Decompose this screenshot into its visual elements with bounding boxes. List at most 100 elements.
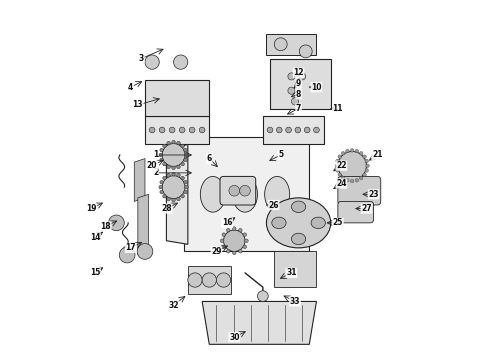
Circle shape	[189, 127, 195, 133]
Circle shape	[229, 185, 240, 196]
Polygon shape	[138, 194, 148, 255]
Circle shape	[177, 197, 180, 201]
Text: 21: 21	[372, 150, 382, 159]
Circle shape	[304, 127, 310, 133]
Circle shape	[243, 233, 246, 237]
Circle shape	[184, 148, 187, 152]
Circle shape	[163, 194, 166, 198]
Circle shape	[350, 179, 354, 183]
Text: 5: 5	[278, 150, 283, 159]
Text: 22: 22	[336, 161, 347, 170]
Text: 29: 29	[211, 247, 221, 256]
Circle shape	[159, 127, 165, 133]
Ellipse shape	[292, 201, 306, 212]
Circle shape	[232, 227, 236, 230]
Circle shape	[177, 141, 180, 145]
Text: 17: 17	[125, 243, 136, 252]
Polygon shape	[145, 80, 209, 116]
Polygon shape	[202, 301, 317, 344]
Circle shape	[181, 176, 184, 180]
Circle shape	[288, 87, 295, 94]
Circle shape	[160, 180, 164, 184]
Circle shape	[298, 73, 306, 80]
Polygon shape	[263, 116, 323, 144]
Circle shape	[338, 173, 342, 176]
Circle shape	[342, 176, 345, 180]
Circle shape	[188, 273, 202, 287]
Ellipse shape	[292, 233, 306, 245]
Text: 9: 9	[296, 79, 301, 88]
Circle shape	[149, 127, 155, 133]
Circle shape	[172, 166, 175, 170]
Circle shape	[181, 162, 184, 166]
Circle shape	[223, 230, 245, 251]
Polygon shape	[145, 116, 209, 144]
Ellipse shape	[272, 217, 286, 229]
Circle shape	[355, 179, 359, 182]
Circle shape	[169, 127, 175, 133]
Circle shape	[363, 155, 367, 158]
FancyBboxPatch shape	[338, 202, 373, 223]
Circle shape	[222, 245, 225, 249]
Circle shape	[299, 45, 312, 58]
Circle shape	[199, 127, 205, 133]
Circle shape	[336, 159, 340, 163]
Circle shape	[286, 127, 292, 133]
Circle shape	[159, 185, 163, 189]
Circle shape	[338, 152, 367, 180]
Circle shape	[217, 273, 231, 287]
Circle shape	[220, 239, 224, 243]
Circle shape	[159, 153, 163, 157]
Circle shape	[172, 198, 175, 202]
Circle shape	[177, 165, 180, 169]
Text: 10: 10	[311, 83, 322, 92]
Text: 7: 7	[296, 104, 301, 113]
Circle shape	[222, 233, 225, 237]
Circle shape	[185, 185, 188, 189]
Circle shape	[336, 169, 340, 172]
Circle shape	[226, 249, 230, 253]
Circle shape	[202, 273, 217, 287]
Circle shape	[179, 127, 185, 133]
Text: 13: 13	[133, 100, 143, 109]
Bar	[188, 266, 231, 294]
Circle shape	[185, 153, 188, 157]
Circle shape	[267, 127, 273, 133]
Circle shape	[345, 179, 349, 182]
Circle shape	[274, 38, 287, 51]
Text: 3: 3	[139, 54, 144, 63]
Circle shape	[226, 229, 230, 232]
Circle shape	[162, 176, 185, 199]
Circle shape	[184, 158, 187, 162]
Circle shape	[232, 251, 236, 255]
Circle shape	[163, 144, 166, 148]
Ellipse shape	[265, 176, 290, 212]
FancyBboxPatch shape	[338, 176, 381, 205]
Circle shape	[160, 158, 164, 162]
Circle shape	[163, 162, 166, 166]
Circle shape	[288, 73, 295, 80]
Circle shape	[295, 127, 301, 133]
Text: 1: 1	[153, 150, 158, 159]
FancyBboxPatch shape	[220, 176, 256, 205]
Circle shape	[167, 165, 171, 169]
Circle shape	[314, 127, 319, 133]
Text: 32: 32	[168, 301, 179, 310]
Circle shape	[181, 194, 184, 198]
Circle shape	[366, 164, 369, 167]
Ellipse shape	[267, 198, 331, 248]
Text: 8: 8	[296, 90, 301, 99]
Circle shape	[240, 185, 250, 196]
Text: 6: 6	[207, 154, 212, 163]
Text: 11: 11	[333, 104, 343, 113]
Circle shape	[245, 239, 248, 243]
Circle shape	[350, 149, 354, 152]
Text: 19: 19	[86, 204, 97, 213]
Circle shape	[239, 249, 242, 253]
Text: 25: 25	[333, 219, 343, 228]
Text: 26: 26	[269, 201, 279, 210]
Polygon shape	[270, 59, 331, 109]
Circle shape	[167, 141, 171, 145]
Text: 15: 15	[90, 268, 100, 277]
Circle shape	[160, 190, 164, 194]
